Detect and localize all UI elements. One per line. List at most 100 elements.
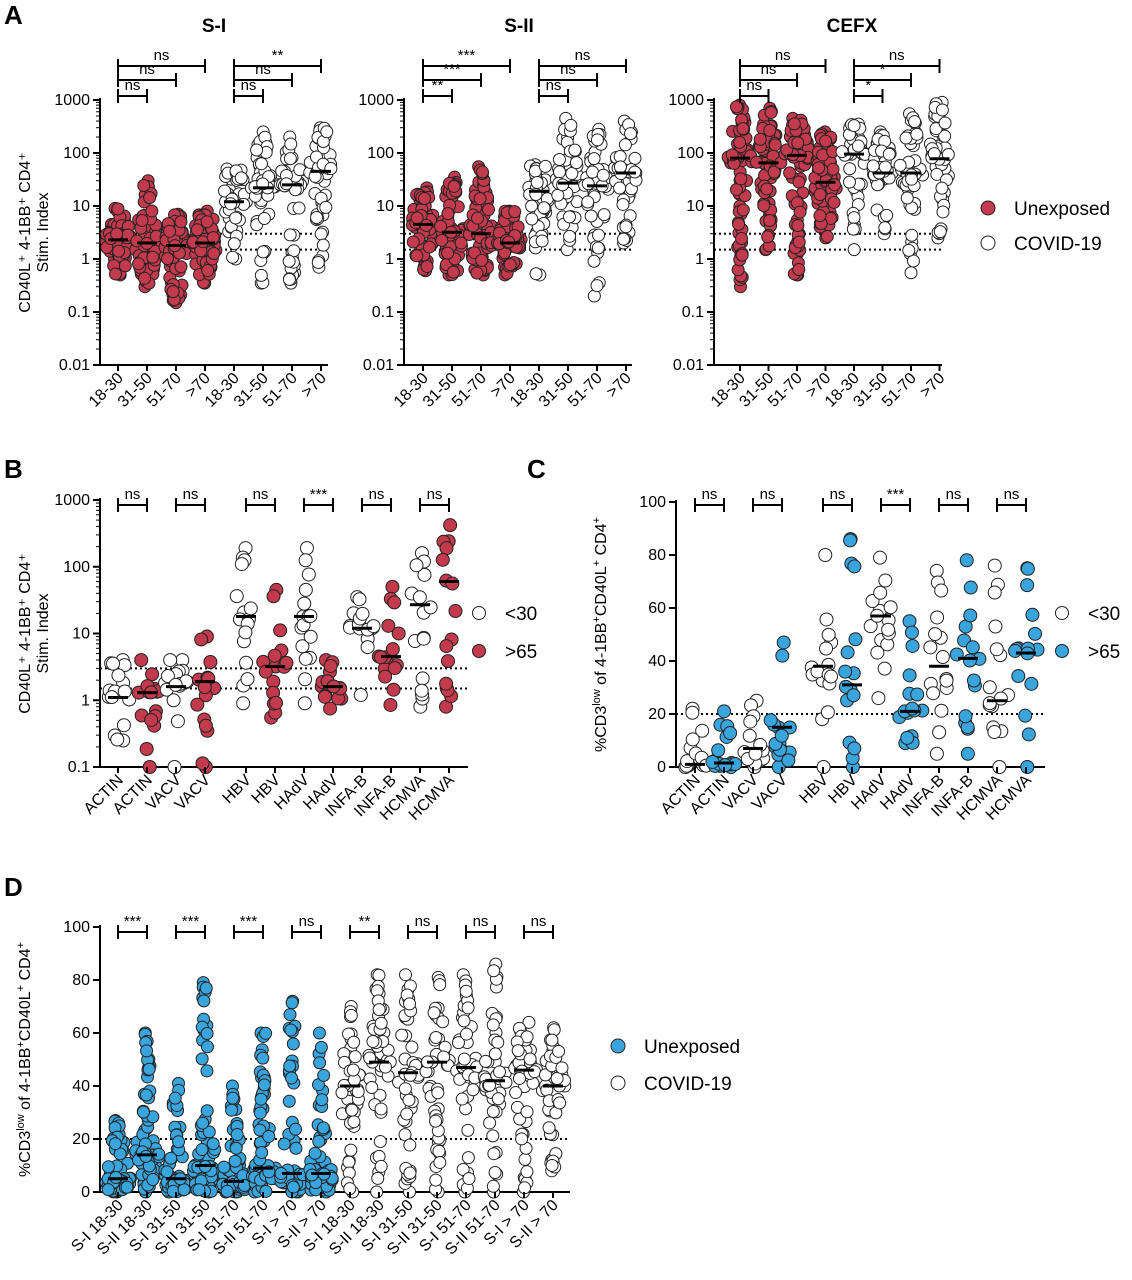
- category-points: [256, 582, 294, 725]
- category-points: [763, 635, 797, 774]
- data-point: [473, 192, 487, 206]
- significance-bracket: ns: [465, 913, 496, 939]
- data-point: [870, 645, 885, 660]
- data-point: [298, 582, 313, 597]
- data-point: [711, 743, 726, 758]
- data-point: [269, 695, 284, 710]
- category-points: [434, 170, 470, 282]
- data-point: [893, 158, 907, 172]
- category-points: [99, 1113, 137, 1199]
- category-points: [303, 1026, 339, 1199]
- significance-label: ns: [746, 77, 762, 94]
- data-point: [285, 1071, 299, 1085]
- significance-label: ns: [531, 913, 547, 930]
- data-point: [163, 653, 178, 668]
- data-point: [135, 213, 149, 227]
- significance-label: **: [359, 913, 371, 930]
- data-point: [863, 619, 878, 634]
- data-point: [220, 1184, 234, 1198]
- data-point: [410, 249, 424, 263]
- data-point: [902, 668, 917, 683]
- category-points: [578, 122, 615, 303]
- data-point: [132, 257, 146, 271]
- significance-bracket: ns: [938, 486, 969, 512]
- data-point: [847, 119, 861, 133]
- significance-label: ns: [253, 486, 269, 503]
- data-point: [753, 132, 767, 146]
- significance-label: ns: [255, 61, 271, 78]
- data-point: [383, 697, 398, 712]
- data-point: [552, 1044, 566, 1058]
- data-point: [934, 583, 949, 598]
- y-axis-label-part: low: [591, 689, 603, 706]
- data-point: [966, 673, 981, 688]
- data-point: [439, 541, 454, 556]
- data-point: [347, 1115, 361, 1129]
- data-point: [400, 1107, 414, 1121]
- x-tick-label: 51-70: [260, 370, 301, 411]
- y-axis-label: %CD3low of 4-1BB+CD40L+ CD4+: [591, 517, 610, 752]
- y-tick-label: 0.01: [363, 357, 394, 374]
- data-point: [775, 648, 790, 663]
- data-point: [372, 968, 386, 982]
- data-point: [289, 1122, 303, 1136]
- data-point: [239, 655, 254, 670]
- significance-label: *: [880, 61, 886, 78]
- significance-bracket: ns: [117, 47, 206, 73]
- data-point: [926, 686, 941, 701]
- significance-label: ns: [369, 486, 385, 503]
- category-points: [392, 968, 425, 1199]
- data-point: [767, 165, 781, 179]
- legend-label: >65: [1088, 642, 1120, 663]
- significance-label: ***: [887, 486, 905, 503]
- data-point: [374, 1159, 388, 1173]
- data-point: [459, 1027, 473, 1041]
- data-point: [320, 125, 334, 139]
- data-point: [520, 1105, 534, 1119]
- y-tick-label: 1: [81, 251, 90, 268]
- data-point: [581, 195, 595, 209]
- data-point: [511, 1044, 525, 1058]
- data-point: [584, 209, 598, 223]
- data-point: [813, 209, 827, 223]
- y-tick-label: 100: [677, 145, 704, 162]
- data-point: [283, 1059, 297, 1073]
- chart-a-0: S-I 1000 100 10 1 0.1 0.01 CD40L⁺ 4-1BB⁺ CD4⁺St…: [17, 16, 338, 411]
- data-point: [297, 696, 312, 711]
- data-point: [254, 1092, 268, 1106]
- data-point: [792, 262, 806, 276]
- data-point: [461, 1123, 475, 1137]
- data-point: [342, 1155, 356, 1169]
- significance-label: ns: [241, 77, 257, 94]
- significance-bracket: **: [233, 47, 322, 73]
- y-axis-label-part: %CD3: [17, 1131, 34, 1177]
- data-point: [445, 576, 460, 591]
- y-axis-label-part: +: [591, 616, 603, 622]
- y-axis-label: CD40L⁺ 4-1BB⁺ CD4⁺Stim. Index: [17, 152, 52, 313]
- legend-marker: [472, 606, 486, 620]
- data-point: [562, 210, 576, 224]
- category-points: [158, 207, 195, 310]
- category-points: [362, 968, 397, 1199]
- data-point: [283, 228, 297, 242]
- category-points: [218, 162, 253, 266]
- data-point: [238, 625, 253, 640]
- data-point: [481, 203, 495, 217]
- data-point: [257, 212, 271, 226]
- data-point: [508, 205, 522, 219]
- data-point: [910, 127, 924, 141]
- data-point: [763, 213, 777, 227]
- data-point: [344, 1008, 358, 1022]
- data-point: [518, 1181, 532, 1195]
- significance-label: ns: [546, 77, 562, 94]
- significance-bracket: ***: [117, 913, 148, 939]
- data-point: [736, 203, 750, 217]
- data-point: [256, 1051, 270, 1065]
- category-points: [101, 653, 137, 748]
- data-point: [529, 267, 543, 281]
- data-point: [167, 760, 182, 774]
- y-tick-label: 0: [81, 1184, 90, 1201]
- data-point: [409, 558, 424, 573]
- category-points: [314, 653, 349, 716]
- data-point: [134, 653, 149, 668]
